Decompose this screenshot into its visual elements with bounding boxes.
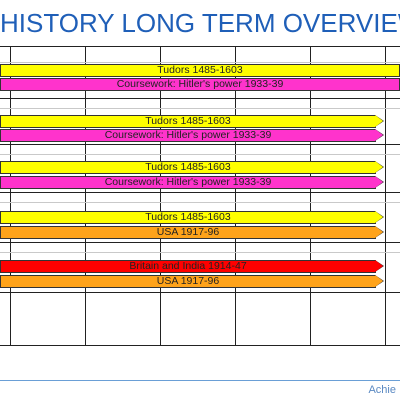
- bar-arrow-icon: [375, 161, 383, 173]
- page-title: HISTORY LONG TERM OVERVIEW: [0, 8, 400, 38]
- grid-row-line: [0, 292, 400, 293]
- bar-label: Tudors 1485-1603: [145, 211, 231, 223]
- grid-column-line: [10, 46, 11, 346]
- bar-label: Tudors 1485-1603: [145, 115, 231, 127]
- bar-arrow-icon: [375, 226, 383, 238]
- timeline-bar: Tudors 1485-1603: [0, 211, 384, 224]
- timeline-bar: Tudors 1485-1603: [0, 161, 384, 174]
- grid-column-line: [310, 46, 311, 346]
- footer-divider: [0, 380, 400, 381]
- timeline-bar: Coursework: Hitler's power 1933-39: [0, 78, 400, 91]
- bar-label: Britain and India 1914-47: [129, 260, 247, 272]
- grid-row-line: [0, 252, 400, 253]
- timeline-bar: USA 1917-96: [0, 275, 384, 288]
- bar-label: Coursework: Hitler's power 1933-39: [104, 176, 272, 188]
- timeline-bar: Britain and India 1914-47: [0, 260, 384, 273]
- grid-column-line: [160, 46, 161, 346]
- footer-text: Achie: [368, 384, 396, 396]
- timeline-bar: Coursework: Hitler's power 1933-39: [0, 129, 384, 142]
- grid-row-line: [0, 242, 400, 243]
- overview-grid: [0, 46, 400, 346]
- timeline-bar: Tudors 1485-1603: [0, 64, 400, 77]
- bar-arrow-icon: [375, 129, 383, 141]
- timeline-bar: Coursework: Hitler's power 1933-39: [0, 176, 384, 189]
- bar-label: USA 1917-96: [156, 226, 220, 238]
- bar-arrow-icon: [375, 115, 383, 127]
- bar-label: Coursework: Hitler's power 1933-39: [116, 78, 284, 90]
- grid-column-line: [85, 46, 86, 346]
- grid-column-line: [235, 46, 236, 346]
- grid-column-line: [385, 46, 386, 346]
- grid-row-line: [0, 345, 400, 346]
- bar-label: Tudors 1485-1603: [145, 161, 231, 173]
- bar-arrow-icon: [375, 176, 383, 188]
- timeline-bar: Tudors 1485-1603: [0, 115, 384, 128]
- grid-row-line: [0, 98, 400, 99]
- bar-arrow-icon: [375, 211, 383, 223]
- bar-arrow-icon: [375, 275, 383, 287]
- grid-row-line: [0, 154, 400, 155]
- grid-row-line: [0, 192, 400, 193]
- grid-row-line: [0, 46, 400, 47]
- bar-arrow-icon: [375, 260, 383, 272]
- grid-row-line: [0, 144, 400, 145]
- bar-label: Tudors 1485-1603: [157, 64, 243, 76]
- timeline-bar: USA 1917-96: [0, 226, 384, 239]
- grid-row-line: [0, 62, 400, 63]
- grid-row-line: [0, 108, 400, 109]
- grid-row-line: [0, 202, 400, 203]
- bar-label: USA 1917-96: [156, 275, 220, 287]
- bar-label: Coursework: Hitler's power 1933-39: [104, 129, 272, 141]
